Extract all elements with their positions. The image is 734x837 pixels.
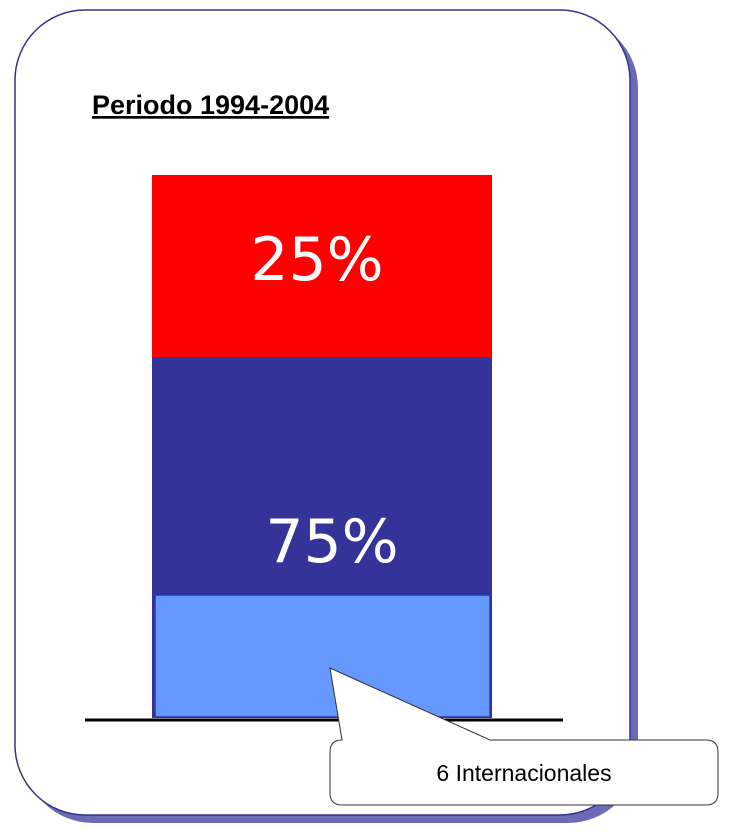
segment-label: 75% [265, 507, 398, 577]
bar-subsegment [154, 594, 491, 718]
segment-label: 25% [250, 225, 383, 295]
callout-text: 6 Internacionales [436, 760, 611, 786]
bar-segment-top [152, 175, 492, 357]
callout-box [329, 667, 719, 806]
title: Periodo 1994-2004 [92, 90, 329, 120]
